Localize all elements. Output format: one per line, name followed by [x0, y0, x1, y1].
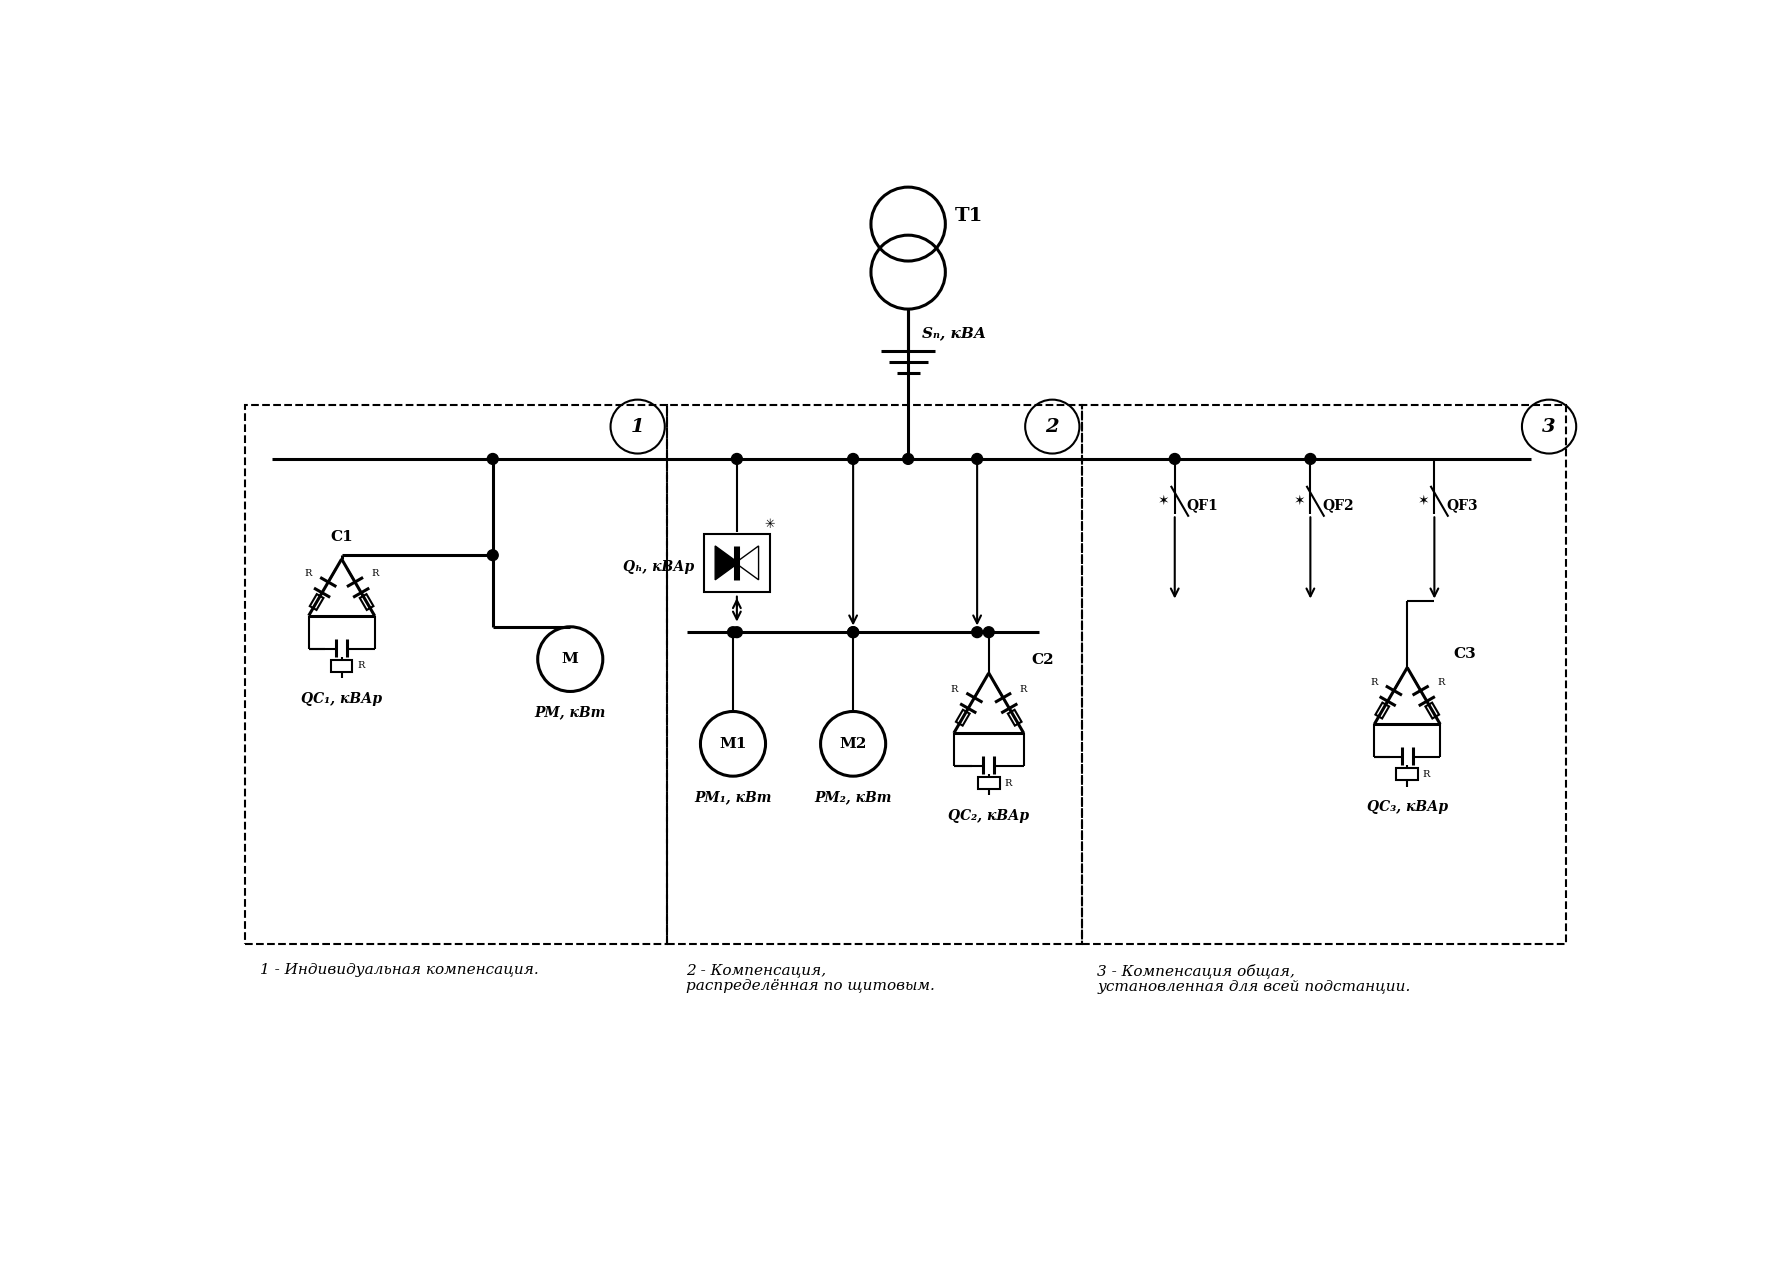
Text: 2 - Компенсация,
распределённая по щитовым.: 2 - Компенсация, распределённая по щитов…	[686, 963, 936, 994]
Text: R: R	[950, 684, 959, 693]
Text: М1: М1	[719, 737, 746, 751]
Polygon shape	[716, 547, 739, 580]
Circle shape	[847, 627, 859, 637]
Text: Qₕ, кВАр: Qₕ, кВАр	[624, 559, 695, 573]
Text: PМ, кВт: PМ, кВт	[535, 705, 606, 719]
Circle shape	[902, 453, 914, 465]
Text: ✶: ✶	[1159, 494, 1170, 508]
Text: C3: C3	[1453, 647, 1476, 661]
Circle shape	[847, 453, 859, 465]
Text: ✶: ✶	[1294, 494, 1306, 508]
Circle shape	[728, 627, 739, 637]
Circle shape	[971, 627, 982, 637]
Text: QС₂, кВАр: QС₂, кВАр	[948, 810, 1030, 824]
Text: T1: T1	[955, 207, 983, 225]
Text: 1: 1	[631, 418, 645, 435]
Circle shape	[971, 453, 982, 465]
Text: QF1: QF1	[1187, 498, 1217, 512]
Text: PМ₁, кВт: PМ₁, кВт	[695, 790, 771, 805]
Text: ✳: ✳	[764, 517, 774, 530]
Text: ✶: ✶	[1418, 494, 1430, 508]
Text: R: R	[305, 570, 312, 578]
Text: R: R	[1005, 779, 1012, 788]
Text: М2: М2	[840, 737, 867, 751]
Circle shape	[1170, 453, 1180, 465]
Text: R: R	[1437, 678, 1444, 687]
Text: R: R	[372, 570, 379, 578]
Circle shape	[1304, 453, 1317, 465]
Text: C1: C1	[330, 530, 353, 544]
Text: R: R	[1423, 770, 1430, 779]
Text: М: М	[562, 653, 579, 667]
Circle shape	[983, 627, 994, 637]
Text: QС₃, кВАр: QС₃, кВАр	[1366, 801, 1448, 815]
Bar	[703, 534, 769, 591]
Text: R: R	[358, 661, 365, 670]
Circle shape	[732, 453, 742, 465]
Text: 3 - Компенсация общая,
установленная для всей подстанции.: 3 - Компенсация общая, установленная для…	[1097, 963, 1411, 995]
Text: C2: C2	[1031, 653, 1054, 667]
Text: Sₙ, кВА: Sₙ, кВА	[921, 326, 987, 340]
Text: 2: 2	[1045, 418, 1060, 435]
Text: QF3: QF3	[1446, 498, 1478, 512]
Text: R: R	[1019, 684, 1028, 693]
Text: R: R	[1370, 678, 1377, 687]
Circle shape	[487, 550, 498, 561]
Text: 3: 3	[1542, 418, 1556, 435]
Bar	[1081, 405, 1566, 944]
Text: 1 - Индивидуальная компенсация.: 1 - Индивидуальная компенсация.	[260, 963, 539, 977]
Bar	[666, 405, 1081, 944]
Text: PМ₂, кВт: PМ₂, кВт	[815, 790, 891, 805]
Circle shape	[487, 453, 498, 465]
Circle shape	[847, 627, 859, 637]
Bar	[245, 405, 666, 944]
Text: QF2: QF2	[1322, 498, 1354, 512]
Text: QС₁, кВАр: QС₁, кВАр	[301, 692, 383, 706]
Circle shape	[732, 627, 742, 637]
